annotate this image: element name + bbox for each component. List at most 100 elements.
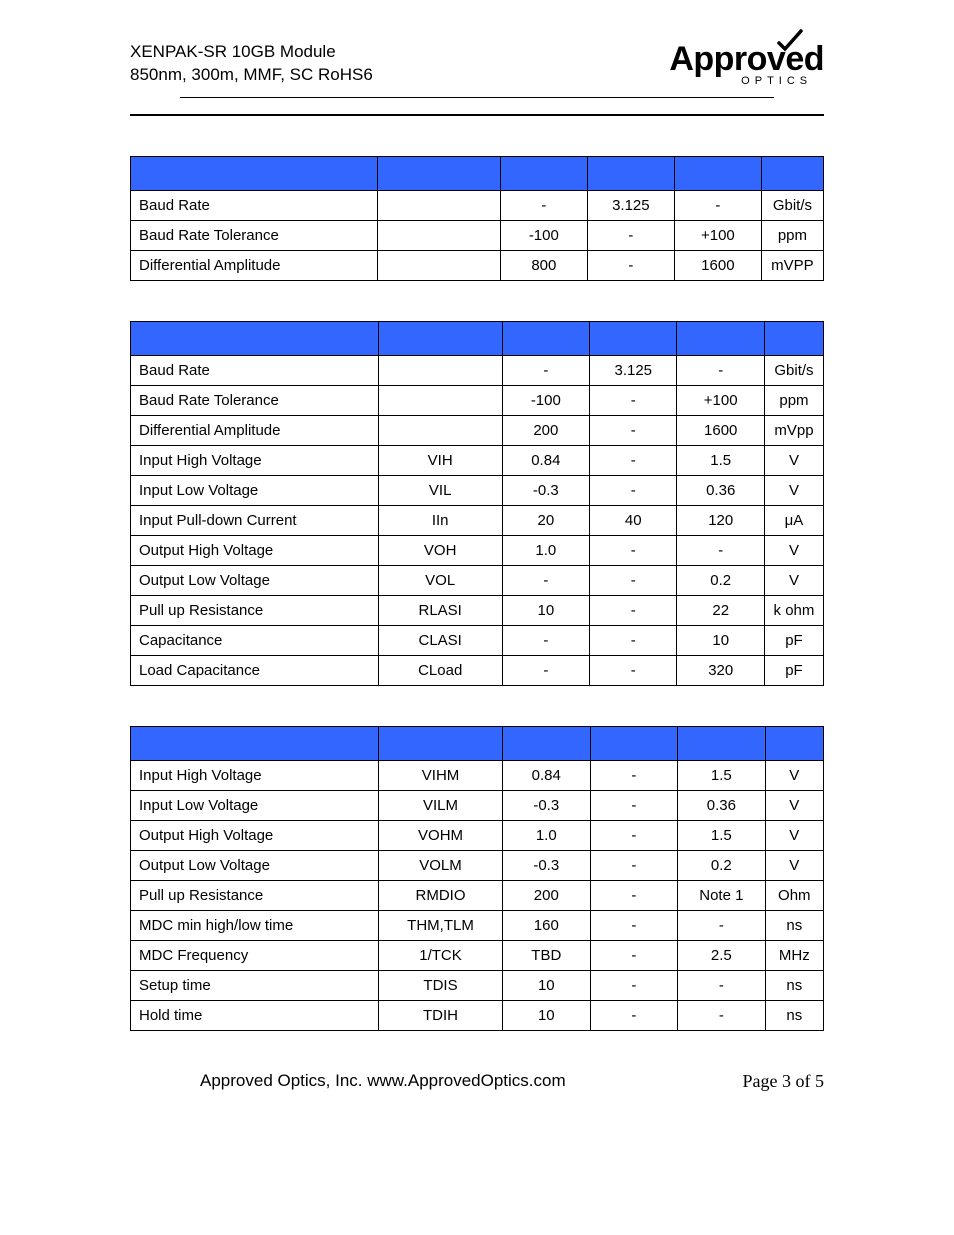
cell-max: 0.36 <box>677 476 764 506</box>
cell-max: 320 <box>677 656 764 686</box>
cell-typ: - <box>590 656 677 686</box>
cell-sym: CLoad <box>378 656 502 686</box>
cell-param: Baud Rate Tolerance <box>131 221 378 251</box>
cell-max: 0.2 <box>678 851 766 881</box>
divider-thin <box>180 97 774 98</box>
cell-sym: VOHM <box>379 821 503 851</box>
cell-typ: - <box>587 251 674 281</box>
cell-sym: TDIH <box>379 1001 503 1031</box>
cell-param: Setup time <box>131 971 379 1001</box>
cell-unit: V <box>765 791 823 821</box>
table-header-row <box>131 157 824 191</box>
cell-unit: k ohm <box>764 596 823 626</box>
header: XENPAK-SR 10GB Module 850nm, 300m, MMF, … <box>130 40 824 87</box>
cell-max: 1600 <box>674 251 761 281</box>
cell-typ: 3.125 <box>587 191 674 221</box>
cell-min: - <box>502 356 589 386</box>
cell-sym <box>377 191 500 221</box>
cell-typ: - <box>590 851 678 881</box>
cell-sym <box>378 356 502 386</box>
cell-typ: - <box>590 941 678 971</box>
cell-sym: RMDIO <box>379 881 503 911</box>
cell-sym <box>377 251 500 281</box>
product-title-line1: XENPAK-SR 10GB Module <box>130 41 373 64</box>
table-row: MDC Frequency1/TCKTBD-2.5MHz <box>131 941 824 971</box>
table-row: Baud Rate Tolerance-100-+100ppm <box>131 221 824 251</box>
cell-max: 1.5 <box>678 761 766 791</box>
table-row: Baud Rate Tolerance-100-+100ppm <box>131 386 824 416</box>
cell-param: Differential Amplitude <box>131 251 378 281</box>
table-1-body: Baud Rate-3.125-Gbit/sBaud Rate Toleranc… <box>131 191 824 281</box>
cell-unit: V <box>765 761 823 791</box>
cell-param: Output High Voltage <box>131 536 379 566</box>
cell-typ: - <box>590 761 678 791</box>
cell-max: 22 <box>677 596 764 626</box>
cell-min: - <box>502 656 589 686</box>
cell-sym: VILM <box>379 791 503 821</box>
cell-param: Input Low Voltage <box>131 791 379 821</box>
cell-unit: Gbit/s <box>764 356 823 386</box>
cell-sym: 1/TCK <box>379 941 503 971</box>
cell-min: 800 <box>500 251 587 281</box>
table-header-row <box>131 727 824 761</box>
cell-max: - <box>677 536 764 566</box>
cell-min: -0.3 <box>502 476 589 506</box>
cell-min: 10 <box>503 1001 591 1031</box>
footer-page: Page 3 of 5 <box>743 1071 824 1092</box>
logo-main: Approved <box>669 40 824 79</box>
cell-sym: THM,TLM <box>379 911 503 941</box>
cell-param: Output Low Voltage <box>131 851 379 881</box>
cell-min: 1.0 <box>502 536 589 566</box>
spec-table-1: Baud Rate-3.125-Gbit/sBaud Rate Toleranc… <box>130 156 824 281</box>
cell-param: Input High Voltage <box>131 446 379 476</box>
table-row: Input High VoltageVIHM0.84-1.5V <box>131 761 824 791</box>
table-row: CapacitanceCLASI--10pF <box>131 626 824 656</box>
cell-param: Pull up Resistance <box>131 881 379 911</box>
cell-sym: IIn <box>378 506 502 536</box>
table-row: Input Low VoltageVIL-0.3-0.36V <box>131 476 824 506</box>
header-text: XENPAK-SR 10GB Module 850nm, 300m, MMF, … <box>130 41 373 87</box>
cell-max: 120 <box>677 506 764 536</box>
cell-unit: ppm <box>764 386 823 416</box>
cell-param: Hold time <box>131 1001 379 1031</box>
table-row: Input Pull-down CurrentIIn2040120μA <box>131 506 824 536</box>
cell-typ: - <box>590 596 677 626</box>
footer: Approved Optics, Inc. www.ApprovedOptics… <box>200 1071 824 1092</box>
cell-max: 0.36 <box>678 791 766 821</box>
table-row: MDC min high/low timeTHM,TLM160--ns <box>131 911 824 941</box>
cell-min: 200 <box>502 416 589 446</box>
table-row: Output High VoltageVOHM1.0-1.5V <box>131 821 824 851</box>
cell-sym <box>378 386 502 416</box>
cell-sym: VIHM <box>379 761 503 791</box>
cell-max: +100 <box>674 221 761 251</box>
cell-unit: V <box>765 851 823 881</box>
cell-typ: - <box>590 386 677 416</box>
cell-unit: V <box>764 446 823 476</box>
cell-typ: 3.125 <box>590 356 677 386</box>
table-2-body: Baud Rate-3.125-Gbit/sBaud Rate Toleranc… <box>131 356 824 686</box>
cell-min: -0.3 <box>503 791 591 821</box>
cell-min: 1.0 <box>503 821 591 851</box>
cell-unit: V <box>765 821 823 851</box>
cell-min: -0.3 <box>503 851 591 881</box>
cell-param: Output High Voltage <box>131 821 379 851</box>
cell-max: 2.5 <box>678 941 766 971</box>
cell-min: 10 <box>503 971 591 1001</box>
cell-typ: - <box>590 566 677 596</box>
cell-typ: - <box>590 476 677 506</box>
cell-unit: mVPP <box>761 251 823 281</box>
cell-typ: - <box>590 971 678 1001</box>
cell-max: - <box>678 971 766 1001</box>
cell-param: Input High Voltage <box>131 761 379 791</box>
cell-min: - <box>502 626 589 656</box>
cell-min: 10 <box>502 596 589 626</box>
table-header-row <box>131 322 824 356</box>
cell-max: 1600 <box>677 416 764 446</box>
cell-max: - <box>674 191 761 221</box>
cell-unit: Ohm <box>765 881 823 911</box>
cell-param: Load Capacitance <box>131 656 379 686</box>
cell-max: 10 <box>677 626 764 656</box>
cell-max: +100 <box>677 386 764 416</box>
logo-check-icon <box>777 28 803 54</box>
table-row: Baud Rate-3.125-Gbit/s <box>131 191 824 221</box>
